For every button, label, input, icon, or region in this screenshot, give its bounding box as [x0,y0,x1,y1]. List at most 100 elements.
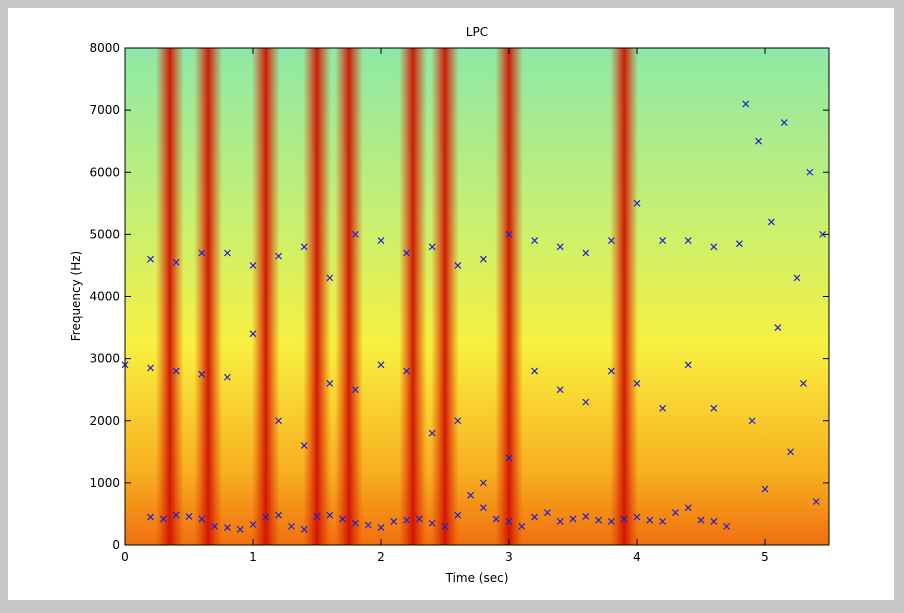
y-tick-label: 1000 [89,476,120,490]
formant-marker [275,252,283,260]
formant-marker [659,237,667,245]
formant-marker [684,504,692,512]
formant-marker [454,417,462,425]
formant-marker [793,274,801,282]
formant-marker [697,516,705,524]
formant-marker [671,509,679,517]
formant-marker [620,515,628,523]
formant-marker [300,526,308,533]
formant-marker [185,512,193,520]
x-tick-label: 3 [505,550,513,564]
formant-marker [787,448,795,456]
formant-marker [172,511,180,519]
y-tick-label: 5000 [89,227,120,241]
formant-marker [211,522,219,530]
formant-marker [582,512,590,520]
formant-marker [799,380,807,387]
spectrogram-background [125,48,829,545]
formant-marker [723,522,731,530]
formant-marker [710,517,718,525]
formant-marker [351,519,359,527]
formant-marker [505,230,513,238]
formant-marker [326,511,334,519]
formant-marker [710,243,718,251]
formant-marker [403,516,411,524]
formant-marker [275,417,283,425]
formant-marker [415,515,423,523]
formant-marker [543,509,551,517]
formant-marker [582,398,590,406]
energy-ridge [194,48,223,545]
formant-marker [326,380,334,387]
formant-marker [531,513,539,521]
formant-marker [505,454,513,462]
y-tick-label: 0 [112,538,120,552]
y-tick-label: 3000 [89,352,120,366]
formant-marker [223,249,231,257]
formant-marker [249,521,257,528]
formant-marker [748,417,756,425]
formant-marker [633,380,641,387]
formant-marker [147,255,155,263]
formant-marker [556,517,564,525]
formant-marker [531,237,539,245]
formant-marker [403,367,411,375]
x-axis-label: Time (sec) [445,571,509,585]
formant-marker [351,230,359,238]
formant-marker [441,522,449,530]
formant-marker [159,515,167,523]
formant-marker [428,429,436,437]
formant-marker [364,521,372,529]
formant-marker [467,491,475,499]
formant-marker [755,137,763,145]
formant-marker [172,367,180,375]
formant-marker [147,364,155,372]
formant-marker [556,386,564,394]
energy-ridge [303,48,331,545]
energy-ridge [399,48,427,545]
formant-marker [198,370,206,378]
formant-marker [659,404,667,412]
formant-marker [806,168,814,176]
plot-area [121,48,827,545]
formant-marker [633,513,641,521]
formant-marker [313,512,321,520]
formant-marker [569,515,577,523]
formant-marker [262,513,270,521]
x-tick-label: 2 [377,550,385,564]
y-tick-label: 8000 [89,41,120,55]
y-tick-label: 7000 [89,103,120,117]
formant-marker [428,519,436,527]
y-tick-label: 6000 [89,165,120,179]
formant-marker [249,330,257,338]
energy-ridge [431,48,459,545]
x-tick-label: 5 [761,550,769,564]
formant-marker [684,237,692,245]
formant-marker [287,522,295,530]
formant-marker [582,249,590,257]
formant-marker [403,249,411,257]
formant-marker [607,237,615,245]
formant-marker [223,524,231,532]
formant-marker [300,442,308,450]
formant-marker [479,479,487,487]
x-tick-label: 4 [633,550,641,564]
formant-marker [633,199,641,207]
formant-marker [742,100,750,108]
formant-marker [767,218,775,226]
energy-ridge [335,48,363,545]
formant-marker [428,243,436,251]
formant-marker [249,262,257,269]
formant-marker [780,119,788,126]
formant-marker [607,517,615,525]
formant-marker [710,404,718,412]
y-axis-label: Frequency (Hz) [69,251,83,342]
formant-marker [454,511,462,519]
y-tick-label: 4000 [89,290,120,304]
formant-marker [377,361,385,369]
formant-marker [300,243,308,251]
formant-marker [505,517,513,525]
formant-marker [351,386,359,394]
formant-marker [774,324,782,331]
formant-marker [659,517,667,525]
